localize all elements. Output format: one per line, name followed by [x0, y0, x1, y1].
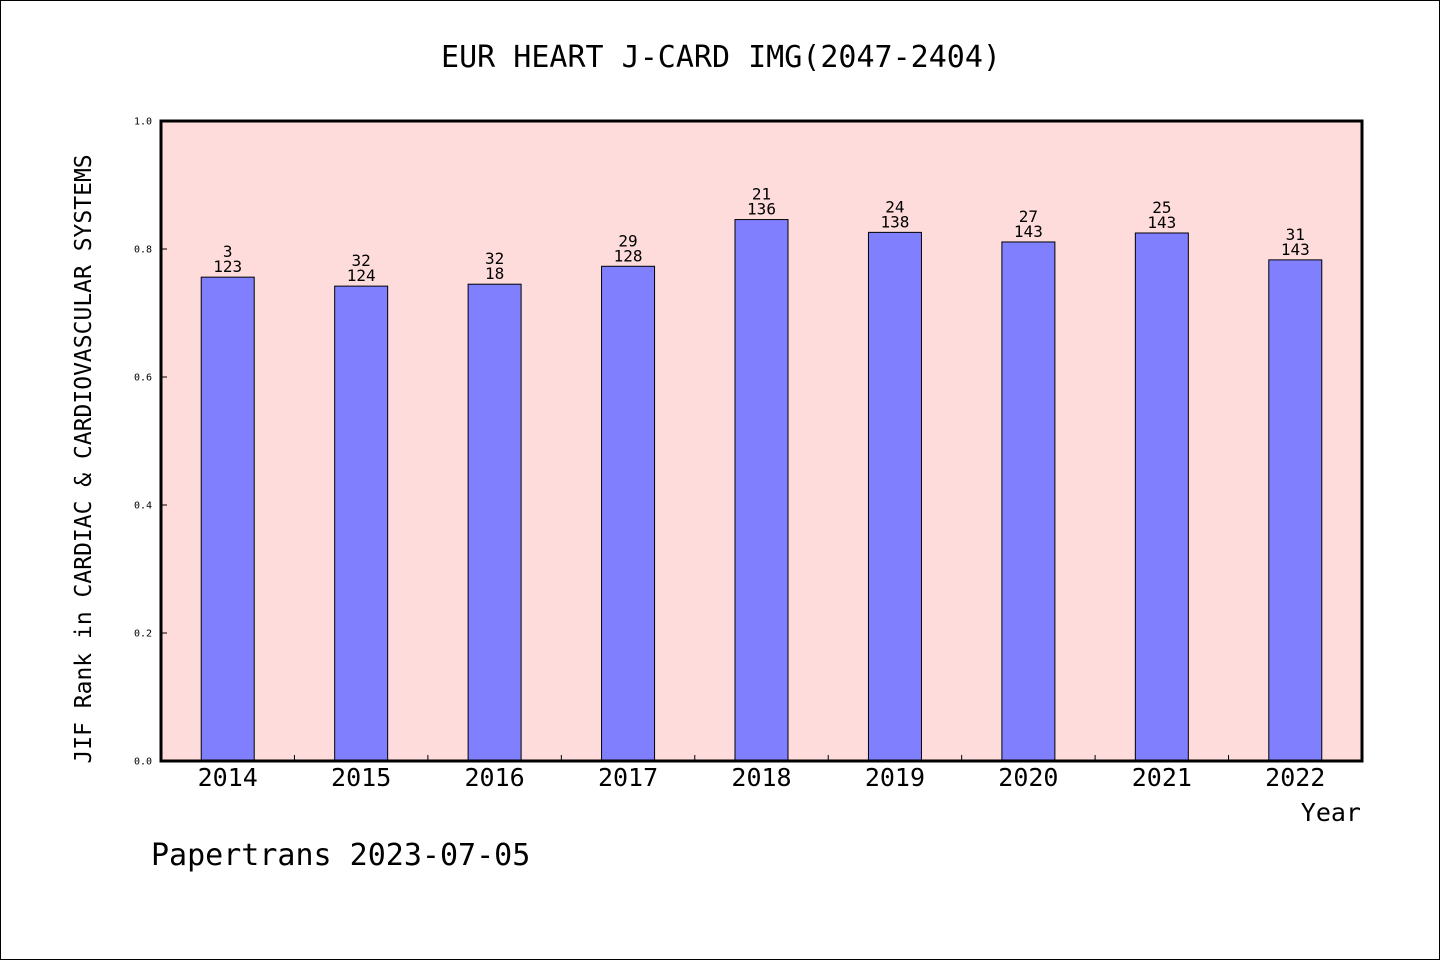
bar-2021: [1134, 232, 1189, 762]
footer-source: Papertrans 2023-07-05: [151, 838, 530, 873]
bar-total-label: 143: [1281, 240, 1310, 259]
x-tick-label-2016: 2016: [465, 763, 525, 792]
bar-2019: [867, 231, 922, 762]
bar-total-label: 138: [880, 212, 909, 231]
chart-title: EUR HEART J-CARD IMG(2047-2404): [441, 40, 1001, 75]
x-tick-label-2018: 2018: [731, 763, 791, 792]
y-tick-label: 0.6: [134, 373, 152, 384]
x-tick-label-2017: 2017: [598, 763, 658, 792]
bar-rank-label: 31: [1286, 225, 1305, 244]
x-tick-label-2021: 2021: [1132, 763, 1192, 792]
x-tick-label-2020: 2020: [998, 763, 1058, 792]
bar-rank-label: 21: [752, 185, 771, 204]
plot-border: [159, 119, 1364, 763]
bar-rank-label: 25: [1152, 198, 1171, 217]
x-tick-label-2015: 2015: [331, 763, 391, 792]
bar-2015: [334, 285, 389, 762]
bar-rank-label: 3: [223, 242, 233, 261]
bar-total-label: 124: [347, 266, 376, 285]
y-tick-label: 0.0: [134, 757, 152, 768]
bar-rank-label: 24: [885, 197, 904, 216]
bar-2014: [200, 276, 255, 762]
y-tick-label: 0.8: [134, 245, 152, 256]
bar-rank-label: 32: [485, 249, 504, 268]
bar-2018: [734, 219, 789, 762]
bar-2020: [1001, 241, 1056, 762]
bar-rank-label: 27: [1019, 207, 1038, 226]
bar-2017: [601, 265, 656, 762]
bar-total-label: 143: [1147, 213, 1176, 232]
x-tick-label-2022: 2022: [1265, 763, 1325, 792]
bar-2016: [467, 283, 522, 762]
y-axis-label: JIF Rank in CARDIAC & CARDIOVASCULAR SYS…: [71, 154, 97, 763]
x-axis-label: Year: [1301, 798, 1361, 827]
y-tick-label: 0.2: [134, 629, 152, 640]
x-tick-label-2014: 2014: [198, 763, 258, 792]
bar-total-label: 123: [213, 257, 242, 276]
bar-total-label: 18: [485, 264, 504, 283]
bar-total-label: 128: [614, 246, 643, 265]
bar-rank-label: 29: [618, 231, 637, 250]
bar-2022: [1268, 259, 1323, 762]
x-tick-label-2019: 2019: [865, 763, 925, 792]
bar-total-label: 143: [1014, 222, 1043, 241]
y-tick-label: 0.4: [134, 501, 152, 512]
bar-total-label: 136: [747, 200, 776, 219]
x-axis-ticks: 2014 2015 2016 2017 2018 2019 2020 2021 2022: [198, 755, 1325, 792]
y-tick-label: 1.0: [134, 117, 152, 128]
bar-rank-label: 32: [352, 251, 371, 270]
